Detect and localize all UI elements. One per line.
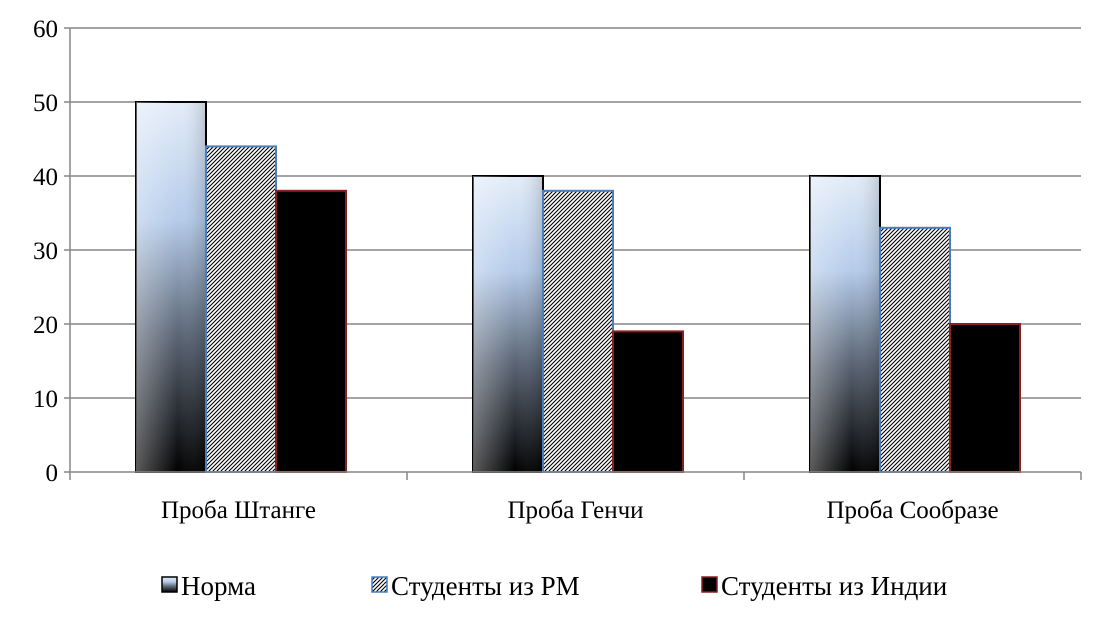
legend-swatch-students-rm (371, 576, 388, 593)
legend-label: Студенты из РМ (391, 571, 580, 601)
bar-norma-shade (473, 176, 543, 472)
y-tick-label: 50 (33, 90, 58, 117)
y-tick-labels: 0 10 20 30 40 50 60 (33, 16, 58, 487)
bar-students-india (275, 189, 347, 474)
bar-norma-shade (810, 176, 880, 472)
category-label: Проба Штанге (161, 497, 316, 524)
bar-students-rm (879, 226, 951, 473)
bars (135, 101, 1021, 474)
y-tick-label: 20 (33, 312, 58, 339)
bar-students-rm (205, 145, 277, 473)
legend-label: Студенты из Индии (721, 571, 947, 601)
y-tick-label: 30 (33, 238, 58, 265)
category-label: Проба Генчи (507, 497, 643, 524)
legend-swatch-students-india (701, 576, 718, 593)
bar-students-india (612, 330, 684, 473)
axes (64, 27, 1082, 480)
category-label: Проба Сообразе (826, 497, 998, 524)
category-labels: Проба Штанге Проба Генчи Проба Сообразе (161, 497, 999, 524)
bar-students-rm (542, 189, 614, 474)
y-tick-label: 60 (33, 16, 58, 43)
y-tick-label: 0 (46, 460, 59, 487)
legend-swatch-norma (161, 576, 178, 593)
legend-label: Норма (181, 571, 256, 601)
bar-norma-shade (136, 102, 206, 472)
bar-students-india (949, 323, 1021, 473)
legend: Норма Студенты из РМ Студенты из Индии (161, 571, 947, 601)
y-tick-label: 40 (33, 164, 58, 191)
y-tick-label: 10 (33, 386, 58, 413)
